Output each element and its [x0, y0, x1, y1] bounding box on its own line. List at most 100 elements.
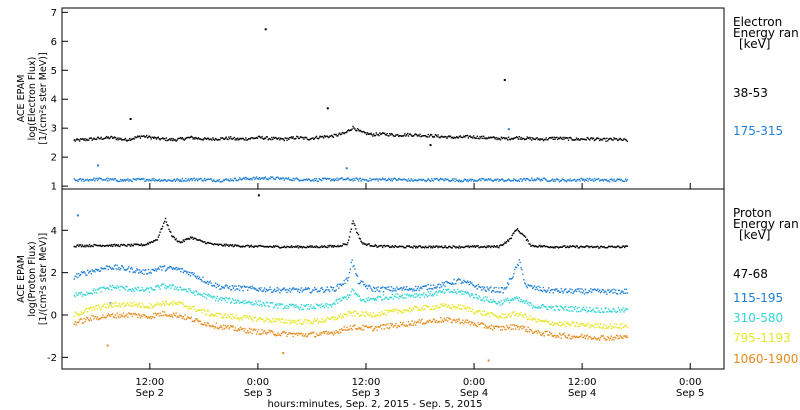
data-point [93, 137, 95, 139]
data-point [387, 298, 389, 300]
data-point [524, 314, 527, 316]
data-point [138, 136, 140, 138]
data-point [221, 245, 224, 247]
data-point [437, 291, 439, 294]
data-point [383, 328, 386, 330]
data-point [306, 288, 309, 290]
data-point [424, 322, 427, 324]
data-point [86, 138, 88, 140]
data-point [135, 304, 137, 306]
data-point [157, 267, 159, 269]
data-point [438, 307, 440, 309]
data-point [290, 332, 293, 335]
data-point [96, 316, 99, 318]
data-point [561, 246, 563, 248]
data-point [246, 178, 248, 180]
data-point [579, 325, 581, 328]
data-point [105, 135, 108, 138]
data-point [254, 245, 256, 247]
data-point [171, 236, 174, 238]
data-point [580, 291, 582, 294]
data-point [326, 246, 328, 249]
data-point [137, 305, 139, 308]
data-point [104, 268, 107, 270]
data-point [420, 320, 422, 322]
data-point [378, 290, 380, 292]
data-point [492, 290, 495, 292]
data-point [174, 239, 176, 241]
data-point [73, 178, 75, 180]
data-point [624, 138, 627, 141]
data-point [278, 334, 280, 336]
data-point [599, 311, 602, 314]
data-point [538, 331, 540, 333]
data-point [484, 296, 487, 298]
legend-entry-310-580: 310-580 [733, 311, 783, 325]
data-point [587, 180, 589, 182]
data-point [220, 243, 222, 245]
data-point [616, 138, 618, 140]
data-point [391, 323, 394, 325]
data-point [556, 305, 558, 307]
data-point [115, 244, 117, 246]
data-point [440, 178, 443, 181]
data-point [124, 315, 126, 317]
data-point [106, 303, 109, 305]
data-point [571, 321, 573, 323]
data-point [417, 309, 419, 311]
data-point [279, 247, 281, 249]
data-point [450, 321, 453, 324]
data-point [534, 306, 537, 308]
data-point [156, 137, 159, 139]
data-point [130, 266, 133, 269]
data-point [322, 321, 324, 323]
data-point [576, 336, 579, 338]
data-point [161, 179, 163, 181]
data-point [108, 314, 110, 316]
data-point [440, 135, 443, 137]
data-point [586, 136, 588, 139]
data-point [557, 336, 560, 338]
data-point [261, 318, 263, 320]
data-point [459, 304, 461, 306]
data-point [207, 293, 210, 295]
data-point [181, 268, 184, 270]
data-point [231, 297, 234, 300]
data-point [152, 136, 154, 139]
data-point [497, 178, 499, 180]
data-point [291, 179, 293, 182]
data-point [148, 241, 151, 244]
data-point [228, 328, 230, 330]
data-point [416, 320, 419, 323]
data-point [136, 303, 138, 306]
data-point [435, 291, 437, 293]
data-point [356, 128, 359, 130]
data-point [379, 326, 381, 328]
data-point [124, 244, 126, 247]
data-point [612, 139, 614, 141]
data-point [136, 178, 138, 180]
data-point [352, 289, 354, 291]
data-point [605, 140, 607, 142]
data-point [172, 312, 175, 315]
data-point [234, 244, 236, 246]
data-point [109, 315, 111, 318]
data-point [238, 139, 240, 141]
data-point [95, 268, 97, 270]
data-point [260, 137, 262, 139]
data-point [612, 308, 614, 310]
data-point [242, 316, 244, 318]
data-point [93, 306, 95, 308]
data-point [267, 178, 269, 181]
data-point [465, 245, 468, 247]
y-tick-label-proton: -2 [47, 353, 57, 364]
data-point [379, 132, 381, 134]
data-point [176, 178, 178, 180]
data-point [389, 297, 392, 299]
data-point [521, 314, 523, 316]
data-point [142, 289, 144, 291]
data-point [511, 137, 513, 140]
data-point [419, 245, 421, 247]
data-point [380, 244, 382, 247]
data-point [494, 138, 496, 140]
